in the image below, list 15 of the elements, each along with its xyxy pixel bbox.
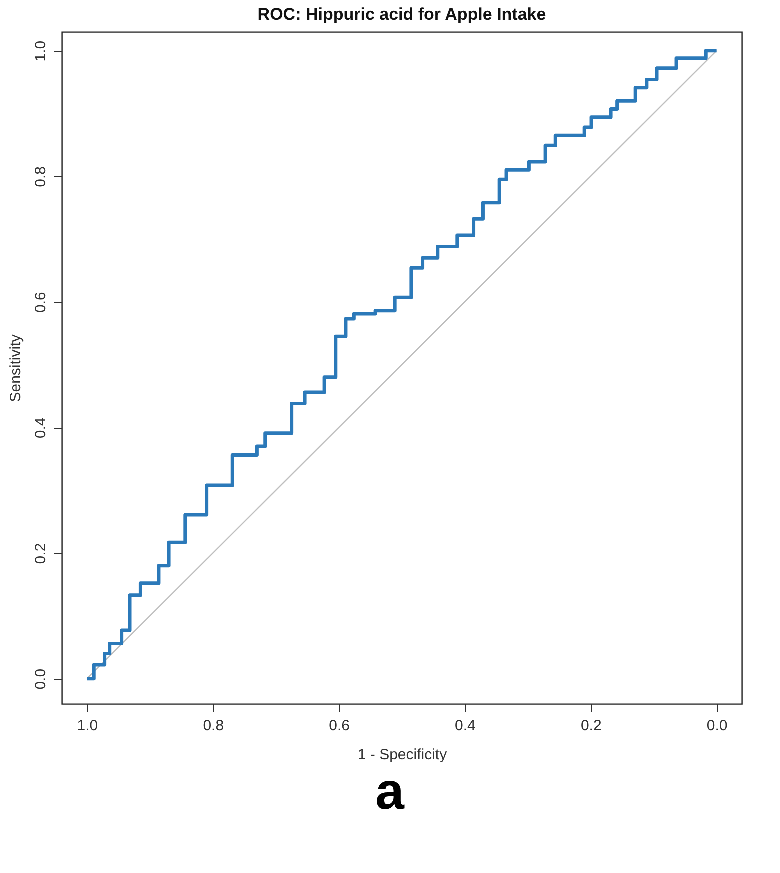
x-tick-label: 0.2	[580, 718, 602, 734]
x-tick-label: 0.6	[329, 718, 350, 734]
x-tick-label: 0.8	[203, 718, 224, 734]
y-tick-label: 0.4	[32, 418, 50, 439]
x-tick-label: 1.0	[77, 718, 98, 734]
y-tick-label: 0.8	[32, 166, 50, 188]
y-tick-label: 1.0	[32, 40, 50, 62]
y-tick-label: 0.2	[32, 543, 50, 564]
x-tick-label: 0.0	[706, 718, 728, 734]
y-axis-title: Sensitivity	[8, 334, 24, 402]
x-tick-label: 0.4	[455, 718, 476, 734]
text: a	[374, 762, 406, 822]
chart-title: ROC: Hippuric acid for Apple Intake	[258, 5, 546, 24]
y-tick-label: 0.6	[32, 292, 50, 313]
y-tick-label: 0.0	[32, 668, 50, 690]
